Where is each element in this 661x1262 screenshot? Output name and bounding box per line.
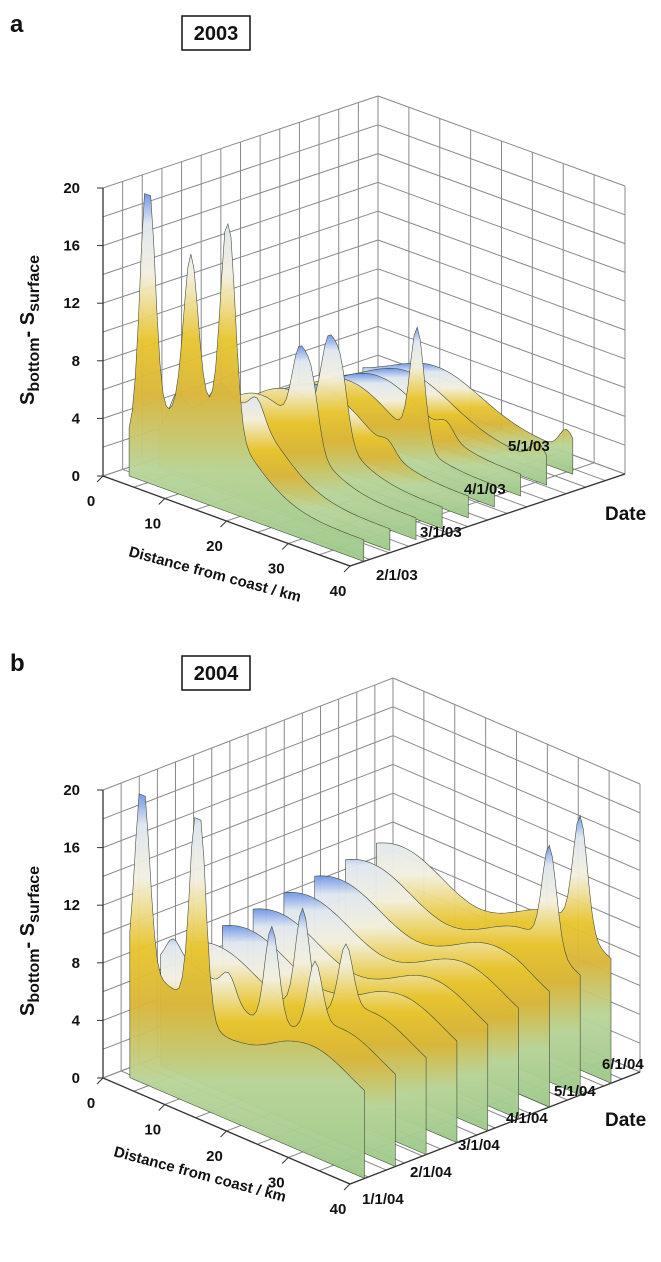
chart-title-a: 2003 bbox=[194, 23, 239, 45]
x-tick-a-4: 40 bbox=[330, 583, 347, 600]
x-tick-b-0: 0 bbox=[87, 1095, 95, 1112]
date-tick-a-3: 5/1/03 bbox=[508, 438, 550, 455]
x-tick-b-2: 20 bbox=[206, 1148, 223, 1165]
chart-title-b: 2004 bbox=[194, 663, 239, 685]
z-tick-b-4: 16 bbox=[63, 840, 80, 857]
x-tick-a-1: 10 bbox=[144, 516, 161, 533]
date-tick-b-2: 3/1/04 bbox=[458, 1137, 500, 1154]
panel-letter-a: a bbox=[10, 11, 24, 38]
panel-a: 0 4 8 12 16 20 0 10 20 30 40 2/1/03 3/1/03 4/1/03 5/1/… bbox=[10, 11, 646, 606]
date-axis-label-a: Date bbox=[605, 504, 646, 525]
x-tick-a-0: 0 bbox=[87, 493, 95, 510]
x-tick-b-4: 40 bbox=[330, 1201, 347, 1218]
date-tick-a-0: 2/1/03 bbox=[376, 567, 418, 584]
date-tick-b-3: 4/1/04 bbox=[506, 1110, 548, 1127]
z-tick-a-2: 8 bbox=[72, 353, 80, 370]
z-axis-label-a: Sbottom- Ssurface bbox=[17, 255, 43, 405]
x-tick-a-3: 30 bbox=[268, 561, 285, 578]
date-tick-b-5: 6/1/04 bbox=[602, 1056, 644, 1073]
title-box-b bbox=[181, 655, 251, 691]
z-tick-a-4: 16 bbox=[63, 238, 80, 255]
surface-chart-a: 0 4 8 12 16 20 0 10 20 30 40 2/1/03 3/1/03 4/1/03 5/1/… bbox=[10, 11, 646, 606]
date-tick-b-0: 1/1/04 bbox=[362, 1191, 404, 1208]
date-tick-b-4: 5/1/04 bbox=[554, 1083, 596, 1100]
surface-b bbox=[129, 793, 612, 1179]
panel-b: 0 4 8 12 16 20 0 10 20 30 40 1/1/04 2/1/04 3/1/04 4/1/… bbox=[0, 631, 661, 1262]
z-axis-label-b: Sbottom- Ssurface bbox=[17, 866, 43, 1016]
z-tick-b-2: 8 bbox=[72, 955, 80, 972]
surface-chart-b: 0 4 8 12 16 20 0 10 20 30 40 1/1/04 2/1/04 3/1/04 4/1/… bbox=[10, 650, 646, 1218]
x-axis-label-b: Distance from coast / km bbox=[112, 1143, 288, 1205]
z-tick-a-1: 4 bbox=[72, 410, 81, 427]
surface-a bbox=[128, 193, 574, 562]
date-tick-b-1: 2/1/04 bbox=[410, 1164, 452, 1181]
z-tick-b-5: 20 bbox=[63, 782, 80, 799]
panel-letter-b: b bbox=[10, 650, 25, 677]
z-tick-b-3: 12 bbox=[63, 897, 80, 914]
title-box-a bbox=[181, 15, 251, 51]
z-tick-b-0: 0 bbox=[72, 1070, 80, 1087]
x-tick-b-3: 30 bbox=[268, 1175, 285, 1192]
z-tick-b-1: 4 bbox=[72, 1012, 81, 1029]
date-tick-a-1: 3/1/03 bbox=[420, 524, 462, 541]
z-tick-a-5: 20 bbox=[63, 180, 80, 197]
z-tick-a-0: 0 bbox=[72, 468, 80, 485]
x-tick-a-2: 20 bbox=[206, 538, 223, 555]
date-tick-a-2: 4/1/03 bbox=[464, 481, 506, 498]
date-axis-label-b: Date bbox=[605, 1110, 646, 1131]
x-tick-b-1: 10 bbox=[144, 1122, 161, 1139]
z-tick-a-3: 12 bbox=[63, 295, 80, 312]
